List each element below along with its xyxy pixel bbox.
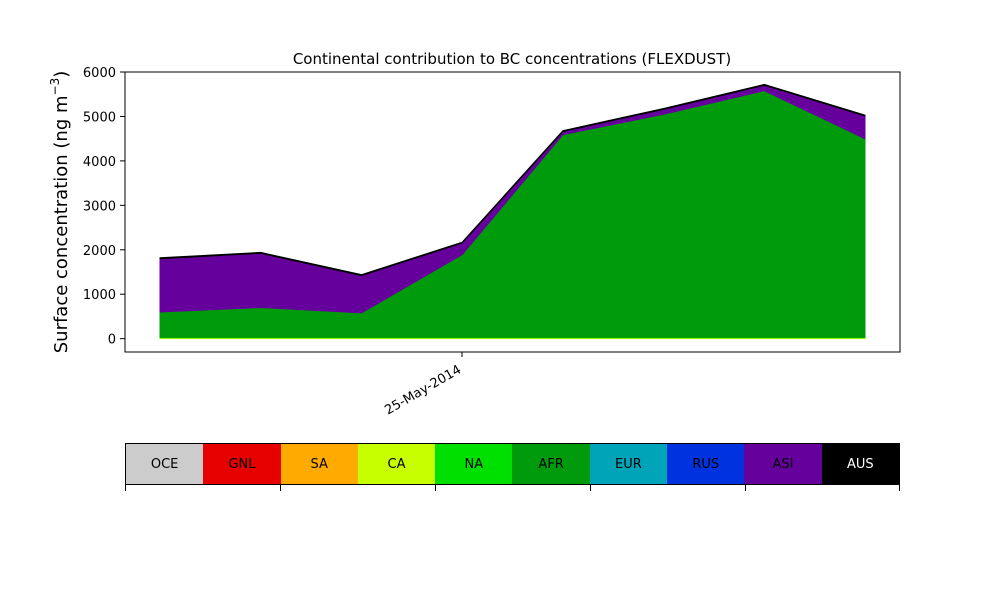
legend-cell-eur: EUR xyxy=(589,444,668,484)
x-tick-label: 25-May-2014 xyxy=(382,362,464,418)
y-axis-label-exponent: −3 xyxy=(48,78,62,96)
legend-cell-afr: AFR xyxy=(512,444,590,484)
y-tick-label: 3000 xyxy=(83,199,116,214)
y-axis-label-main: Surface concentration (ng m xyxy=(51,95,72,353)
x-axis-tick: 25-May-2014 xyxy=(382,352,464,418)
y-tick-label: 5000 xyxy=(83,110,116,125)
area-aus xyxy=(159,83,866,277)
legend-cell-ca: CA xyxy=(357,444,436,484)
y-axis-label-close: ) xyxy=(51,71,72,78)
colorbar-tick xyxy=(745,485,746,491)
legend-cell-na: NA xyxy=(435,444,513,484)
y-tick-label: 4000 xyxy=(83,155,116,170)
legend-cell-gnl: GNL xyxy=(203,444,281,484)
legend-cell-asi: ASI xyxy=(744,444,822,484)
legend-cell-sa: SA xyxy=(280,444,358,484)
y-axis-label: Surface concentration (ng m−3) xyxy=(48,71,72,354)
y-axis-ticks: 0 1000 2000 3000 4000 5000 6000 xyxy=(83,66,125,348)
colorbar-tick xyxy=(125,485,126,491)
colorbar-tick xyxy=(899,485,900,491)
y-tick-label: 0 xyxy=(108,333,116,348)
y-tick-label: 1000 xyxy=(83,288,116,303)
chart-title: Continental contribution to BC concentra… xyxy=(293,50,731,68)
y-tick-label: 2000 xyxy=(83,244,116,259)
plot-frame xyxy=(124,71,901,353)
legend-cell-oce: OCE xyxy=(126,444,204,484)
stacked-areas xyxy=(159,83,866,340)
colorbar-ticks xyxy=(125,485,900,491)
colorbar-tick xyxy=(435,485,436,491)
legend-cell-rus: RUS xyxy=(667,444,745,484)
y-tick-label: 6000 xyxy=(83,66,116,81)
svg-text:Surface concentration (ng m−3): Surface concentration (ng m−3) xyxy=(48,71,72,354)
colorbar-legend: OCE GNL SA CA NA AFR EUR RUS ASI AUS xyxy=(125,443,900,485)
colorbar-tick xyxy=(280,485,281,491)
colorbar-tick xyxy=(590,485,591,491)
legend-cell-aus: AUS xyxy=(821,444,899,484)
